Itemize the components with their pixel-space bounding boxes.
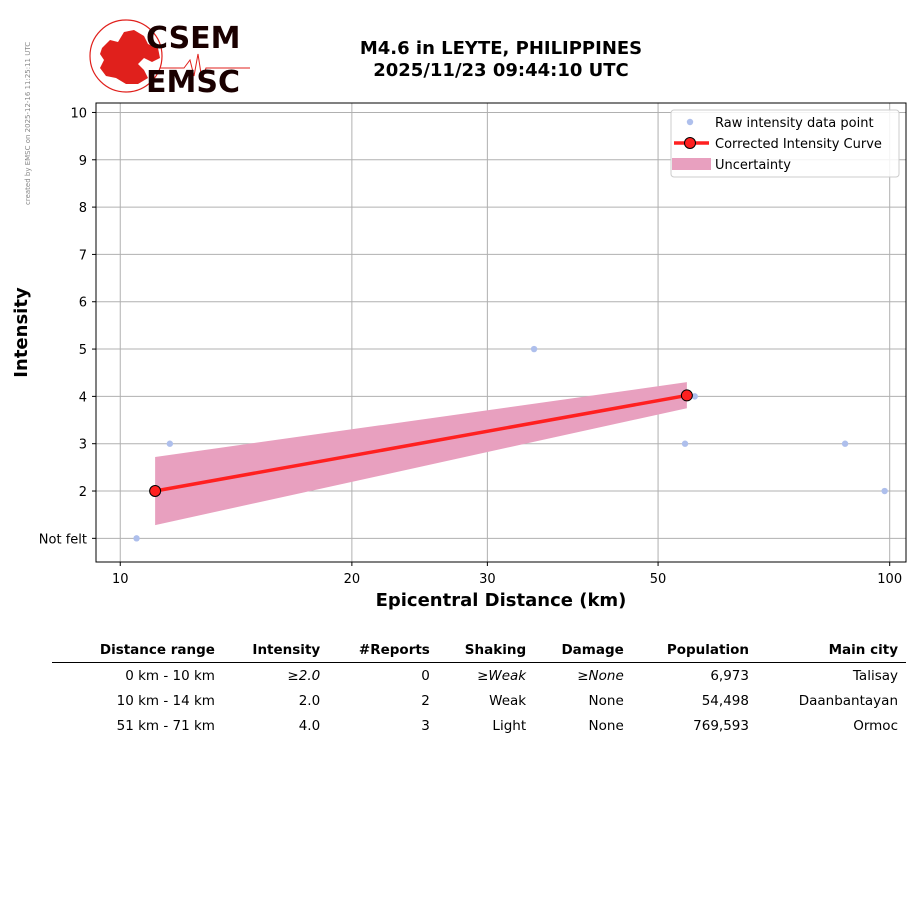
- raw-data-point: [691, 393, 698, 400]
- table-row: 0 km - 10 km ≥2.0 0 ≥Weak ≥None 6,973 Talisay: [52, 663, 906, 689]
- raw-data-point: [530, 345, 538, 353]
- y-tick-label: 5: [79, 343, 87, 358]
- intensity-chart: 10 20 30 50 100 Not felt 2 3 4 5 6 7 8 9 10 Epicentral …: [11, 102, 907, 611]
- chart-title-line2: 2025/11/23 09:44:10 UTC: [373, 60, 629, 81]
- table-header-cell: Damage: [561, 642, 624, 658]
- table-header-row: Distance range Intensity #Reports Shaking Da…: [52, 640, 906, 663]
- table-row: 10 km - 14 km 2.0 2 Weak None 54,498 Daanbanta…: [52, 688, 906, 713]
- table-row: 51 km - 71 km 4.0 3 Light None 769,593 Ormoc: [52, 713, 906, 738]
- chart-title: M4.6 in LEYTE, PHILIPPINES 2025/11/23 09…: [300, 38, 702, 82]
- europe-map-icon: [100, 30, 160, 84]
- raw-data-point: [166, 440, 174, 447]
- table-header-cell: Population: [666, 642, 749, 658]
- legend-label: Corrected Intensity Curve: [715, 137, 882, 152]
- chart-title-line1: M4.6 in LEYTE, PHILIPPINES: [359, 38, 643, 59]
- curve-marker: [680, 389, 693, 402]
- legend-label: Uncertainty: [715, 158, 791, 173]
- table-cell: ≥None: [577, 667, 624, 684]
- y-tick-label: 9: [79, 154, 87, 169]
- legend-label: Raw intensity data point: [715, 116, 874, 131]
- intensity-table: Distance range Intensity #Reports Shaking Da…: [52, 640, 906, 738]
- y-axis-label: Intensity: [11, 287, 32, 378]
- table-cell: 2: [421, 692, 430, 709]
- legend-raw-marker: [686, 118, 694, 126]
- table-cell: Weak: [489, 692, 527, 709]
- legend-uncertainty-swatch: [672, 158, 711, 170]
- raw-data-point: [881, 487, 888, 495]
- table-cell: ≥2.0: [287, 667, 321, 684]
- y-tick-label: 3: [79, 438, 87, 453]
- table-cell: Light: [492, 717, 527, 734]
- table-cell: 10 km - 14 km: [116, 692, 215, 709]
- y-tick-label: 8: [79, 201, 87, 216]
- y-tick-label: 7: [79, 248, 87, 263]
- raw-data-point: [841, 440, 849, 447]
- raw-data-point: [681, 440, 689, 447]
- y-tick-label: 2: [79, 485, 87, 500]
- table-cell: None: [588, 692, 624, 709]
- table-header-cell: Shaking: [464, 642, 527, 658]
- table-cell: None: [588, 717, 624, 734]
- y-tick-label: 10: [70, 106, 87, 121]
- table-cell: 6,973: [710, 667, 749, 684]
- legend-curve-marker: [684, 137, 696, 149]
- x-tick-label: 20: [344, 572, 361, 587]
- table-body: 0 km - 10 km ≥2.0 0 ≥Weak ≥None 6,973 Talisay 1…: [52, 663, 906, 739]
- table-cell: 2.0: [298, 692, 321, 709]
- y-tick-label: Not felt: [39, 532, 87, 547]
- table-cell: 3: [421, 717, 430, 734]
- corrected-intensity-curve: [154, 393, 688, 493]
- table-header-cell: Intensity: [252, 642, 321, 658]
- raw-data-point: [133, 535, 140, 542]
- table-cell: Talisay: [852, 667, 898, 684]
- x-tick-label: 30: [479, 572, 496, 587]
- uncertainty-band: [155, 382, 687, 526]
- logo-top-text: CSEM: [146, 21, 241, 56]
- table-cell: 51 km - 71 km: [116, 717, 215, 734]
- y-tick-label: 6: [79, 296, 87, 311]
- y-tick-label: 4: [79, 390, 87, 405]
- table-cell: 0 km - 10 km: [125, 667, 215, 684]
- table-cell: Daanbantayan: [798, 692, 898, 709]
- plot-frame: [95, 102, 907, 563]
- table-cell: 4.0: [298, 717, 321, 734]
- table-cell: 54,498: [701, 692, 749, 709]
- table-cell: ≥Weak: [477, 667, 527, 684]
- x-tick-label: 100: [877, 572, 902, 587]
- table-header-cell: #Reports: [358, 642, 430, 658]
- x-tick-label: 50: [650, 572, 667, 587]
- table-header-cell: Distance range: [99, 642, 215, 658]
- table-header-cell: Main city: [828, 642, 898, 658]
- logo-bottom-text: EMSC: [146, 65, 240, 98]
- legend-box: [670, 109, 900, 178]
- x-tick-label: 10: [112, 572, 129, 587]
- emsc-logo: CSEM EMSC: [89, 19, 250, 98]
- table-cell: Ormoc: [853, 717, 898, 734]
- table-cell: 0: [421, 667, 430, 684]
- x-axis-label: Epicentral Distance (km): [376, 590, 627, 611]
- table-cell: 769,593: [693, 717, 749, 734]
- curve-marker: [149, 485, 162, 498]
